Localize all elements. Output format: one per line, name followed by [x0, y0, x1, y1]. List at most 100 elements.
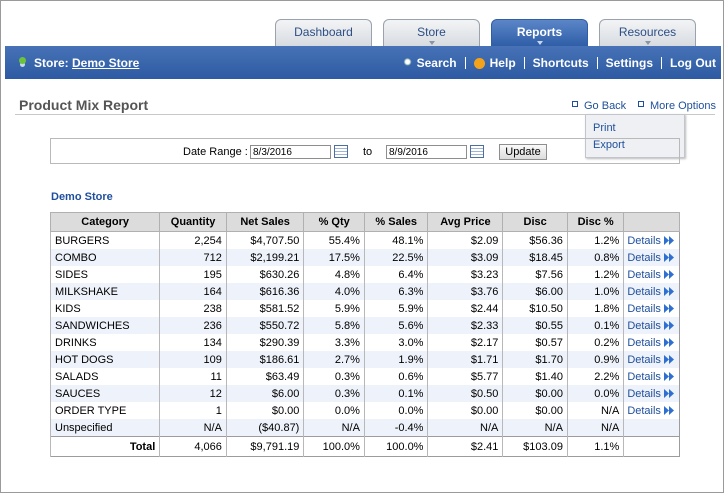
table-cell: $581.52: [225, 300, 304, 317]
table-cell: SALADS: [49, 368, 160, 385]
store-name[interactable]: Demo Store: [72, 56, 140, 70]
total-cell: 1.1%: [566, 436, 624, 457]
action-cell: Details: [623, 249, 680, 266]
tab[interactable]: Dashboard: [275, 19, 372, 46]
table-cell: N/A: [303, 419, 365, 437]
details-link[interactable]: Details: [627, 387, 661, 400]
nav-label: Help: [489, 56, 516, 70]
action-cell: Details: [623, 351, 680, 368]
nav-label: Search: [416, 56, 457, 70]
table-cell: SAUCES: [49, 385, 160, 402]
table-cell: $550.72: [225, 317, 304, 334]
link-label: More Options: [650, 100, 717, 112]
details-arrow: [663, 252, 674, 262]
table-cell: ($40.87): [225, 419, 304, 437]
nav-link[interactable]: Settings: [606, 56, 653, 70]
details-link[interactable]: Details: [627, 404, 661, 417]
menu-item[interactable]: Export: [593, 139, 625, 151]
dropdown-menu: Print Export: [585, 114, 685, 158]
details-link[interactable]: Details: [627, 336, 661, 349]
table-cell: 0.6%: [363, 368, 428, 385]
date-filter: Date Range : 8/3/2016 to 8/9/2016 Update: [50, 138, 680, 164]
details-link[interactable]: Details: [627, 251, 661, 264]
table-cell: 4.0%: [303, 283, 365, 300]
column-header: Quantity: [159, 212, 227, 232]
table-cell: $2.09: [427, 231, 503, 249]
table-cell: $3.76: [427, 283, 503, 300]
table-row: BURGERS 2,254 $4,707.50 55.4% 48.1% $2.09 $56.…: [49, 231, 680, 249]
table-cell: 1.9%: [363, 351, 428, 368]
header-row: Category Quantity Net Sales% Qty% Sales Avg…: [49, 212, 680, 232]
report-table: Category Quantity Net Sales% Qty% Sales Avg…: [49, 212, 680, 457]
table-cell: 1.2%: [566, 266, 624, 283]
total-cell: Total: [49, 436, 160, 457]
table-cell: 712: [159, 249, 227, 266]
table-row: Unspecified N/A ($40.87) N/A -0.4% N/A N/A N/A: [49, 419, 680, 437]
details-link[interactable]: Details: [627, 234, 661, 247]
link[interactable]: More Options: [638, 100, 716, 112]
divider: [15, 114, 715, 115]
nav-link[interactable]: Log Out: [670, 56, 716, 70]
details-link[interactable]: Details: [627, 302, 661, 315]
table-cell: $2.44: [427, 300, 503, 317]
tab[interactable]: Resources: [599, 19, 696, 46]
table-cell: COMBO: [49, 249, 160, 266]
table-cell: 1.2%: [566, 231, 624, 249]
table-cell: 1: [159, 402, 227, 419]
calendar-button[interactable]: [334, 145, 348, 158]
details-arrow: [663, 371, 674, 381]
table-cell: 236: [159, 317, 227, 334]
table-cell: 1.0%: [566, 283, 624, 300]
action-cell: [623, 419, 680, 437]
table-cell: Unspecified: [49, 419, 160, 437]
table-cell: N/A: [502, 419, 568, 437]
total-cell: 100.0%: [363, 436, 428, 457]
calendar-button[interactable]: [470, 145, 484, 158]
nav-link[interactable]: Shortcuts: [533, 56, 589, 70]
table-cell: $0.00: [225, 402, 304, 419]
table-cell: $63.49: [225, 368, 304, 385]
table-cell: 3.3%: [303, 334, 365, 351]
table-cell: 2.2%: [566, 368, 624, 385]
date-from[interactable]: 8/3/2016: [250, 145, 331, 159]
date-to[interactable]: 8/9/2016: [386, 145, 467, 159]
table-cell: N/A: [566, 419, 624, 437]
column-header: Disc %: [566, 212, 625, 232]
table-cell: SANDWICHES: [49, 317, 160, 334]
total-cell: $9,791.19: [225, 436, 304, 457]
table-cell: $186.61: [225, 351, 304, 368]
tab[interactable]: Store: [383, 19, 480, 46]
table-row: DRINKS 134 $290.39 3.3% 3.0% $2.17 $0.57 0.2% De…: [49, 334, 680, 351]
table-cell: $0.50: [427, 385, 503, 402]
table-row: HOT DOGS 109 $186.61 2.7% 1.9% $1.71 $1.70 0.9%…: [49, 351, 680, 368]
table-cell: $290.39: [225, 334, 304, 351]
link[interactable]: Go Back: [572, 100, 626, 112]
details-link[interactable]: Details: [627, 268, 661, 281]
details-link[interactable]: Details: [627, 319, 661, 332]
table-cell: $10.50: [502, 300, 568, 317]
menu-item[interactable]: Print: [593, 122, 616, 134]
table-cell: $2.17: [427, 334, 503, 351]
update-button[interactable]: Update: [499, 144, 547, 160]
details-link[interactable]: Details: [627, 370, 661, 383]
table-cell: 0.3%: [303, 385, 365, 402]
table-cell: 1.8%: [566, 300, 624, 317]
table-cell: 0.8%: [566, 249, 624, 266]
table-cell: $0.00: [502, 385, 568, 402]
nav-link[interactable]: Search: [400, 56, 457, 70]
total-cell: $103.09: [502, 436, 568, 457]
table-caption: Demo Store: [51, 191, 113, 203]
total-cell: 100.0%: [303, 436, 365, 457]
details-link[interactable]: Details: [627, 353, 661, 366]
table-cell: 0.2%: [566, 334, 624, 351]
tab[interactable]: Reports: [491, 19, 588, 46]
nav-link[interactable]: Help: [473, 56, 516, 70]
table-cell: $18.45: [502, 249, 568, 266]
table-cell: $3.09: [427, 249, 503, 266]
table-cell: 2,254: [159, 231, 227, 249]
table-cell: $3.23: [427, 266, 503, 283]
details-link[interactable]: Details: [627, 285, 661, 298]
table-cell: $1.70: [502, 351, 568, 368]
table-cell: 5.9%: [303, 300, 365, 317]
action-cell: Details: [623, 283, 680, 300]
